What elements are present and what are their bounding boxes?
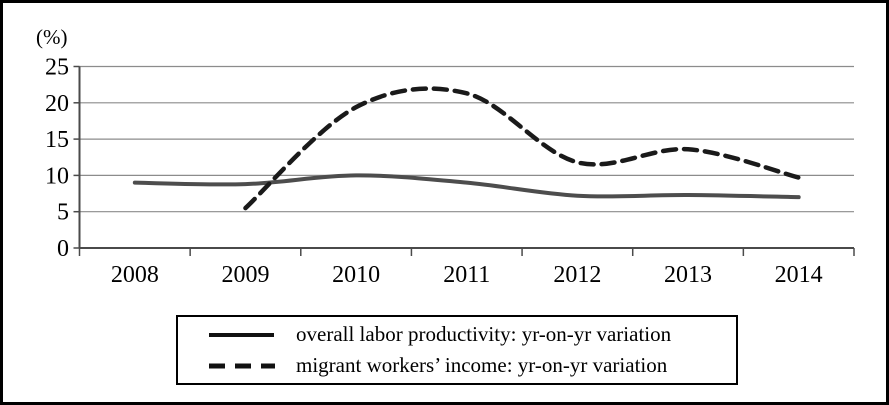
- series-line-dashed: [243, 86, 801, 211]
- chart-legend: overall labor productivity: yr-on-yr var…: [176, 315, 738, 385]
- solid-line-sample: [209, 332, 274, 337]
- x-category-label: 2009: [221, 262, 269, 288]
- legend-label-income: migrant workers’ income: yr-on-yr variat…: [296, 353, 668, 377]
- y-tick-label: 20: [45, 91, 69, 117]
- y-tick-label: 0: [57, 236, 69, 262]
- y-tick-label: 10: [45, 163, 69, 189]
- legend-item-productivity: overall labor productivity: yr-on-yr var…: [208, 319, 736, 350]
- y-tick-label: 25: [45, 55, 69, 81]
- y-tick-label: 5: [57, 200, 69, 226]
- x-category-label: 2011: [443, 262, 490, 288]
- y-axis-unit-label: (%): [36, 25, 68, 49]
- legend-label-productivity: overall labor productivity: yr-on-yr var…: [296, 322, 672, 346]
- legend-item-income: migrant workers’ income: yr-on-yr variat…: [208, 350, 736, 381]
- x-category-label: 2014: [775, 262, 823, 288]
- y-tick-label: 15: [45, 127, 69, 153]
- dashed-line-sample: [209, 363, 275, 368]
- x-category-label: 2012: [553, 262, 601, 288]
- chart-canvas: 0 5 10 15 20 25 2008 2009 2010 2011 2012 2013 2014: [45, 55, 855, 288]
- x-category-label: 2010: [332, 262, 380, 288]
- series-line-solid: [132, 173, 801, 200]
- x-category-label: 2013: [664, 262, 712, 288]
- x-category-label: 2008: [111, 262, 159, 288]
